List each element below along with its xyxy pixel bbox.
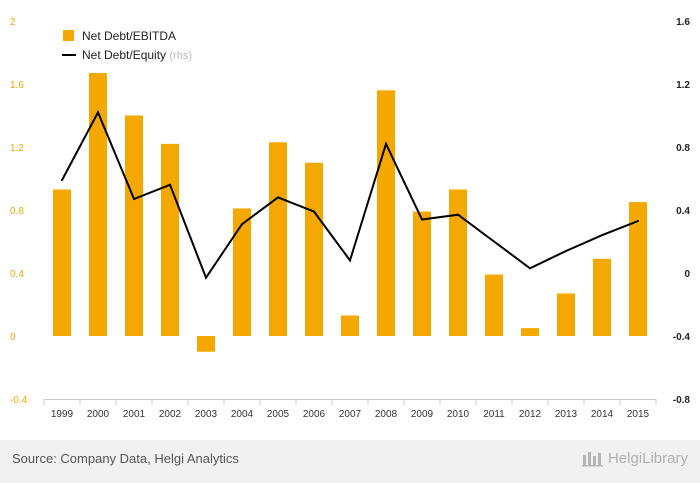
brand-logo: HelgiLibrary bbox=[581, 449, 688, 467]
right-tick-label: 0.4 bbox=[676, 206, 690, 217]
x-tick-label: 2005 bbox=[267, 409, 290, 420]
right-tick-label: 1.6 bbox=[676, 17, 690, 28]
bar-2007 bbox=[341, 315, 359, 336]
x-tick-label: 2002 bbox=[159, 409, 182, 420]
brand-name: HelgiLibrary bbox=[607, 449, 688, 467]
legend-label-net-debt-ebitda: Net Debt/EBITDA bbox=[82, 29, 176, 43]
line-point-2010 bbox=[457, 213, 459, 216]
x-tick-label: 2015 bbox=[627, 409, 650, 420]
x-tick-label: 2010 bbox=[447, 409, 470, 420]
net-debt-equity-line bbox=[61, 110, 639, 280]
left-tick-label: 0.8 bbox=[10, 206, 24, 217]
line-point-2006 bbox=[313, 210, 315, 213]
x-tick-label: 2003 bbox=[195, 409, 218, 420]
left-tick-label: -0.4 bbox=[10, 395, 28, 406]
bar-2013 bbox=[557, 293, 575, 336]
line-point-2014 bbox=[601, 234, 603, 237]
right-axis-ticks: -0.8 -0.4 0 0.4 0.8 1.2 1.6 bbox=[673, 17, 691, 406]
line-point-2015 bbox=[637, 220, 639, 223]
line-point-2012 bbox=[529, 267, 531, 270]
x-tick-label: 2006 bbox=[303, 409, 326, 420]
x-tick-label: 2001 bbox=[123, 409, 146, 420]
bar-1999 bbox=[53, 189, 71, 336]
bar-2000 bbox=[89, 72, 107, 336]
legend-label-net-debt-equity-name: Net Debt/Equity bbox=[82, 48, 166, 62]
left-tick-label: 1.2 bbox=[10, 143, 24, 154]
x-tick-label: 2012 bbox=[519, 409, 542, 420]
bar-series bbox=[53, 72, 647, 352]
bar-2012 bbox=[521, 328, 539, 336]
line-point-2008 bbox=[385, 142, 387, 145]
x-axis-ticks: 1999 2000 2001 2002 2003 2004 2005 2006 2007 2008… bbox=[43, 399, 657, 420]
line-point-2009 bbox=[421, 218, 423, 221]
left-tick-label: 2 bbox=[10, 17, 16, 28]
chart: -0.4 0 0.4 0.8 1.2 1.6 2 -0.8 -0.4 0 0.4 0.8 1.2 1.6… bbox=[10, 17, 691, 420]
x-tick-label: 2011 bbox=[483, 409, 505, 420]
line-point-2000 bbox=[97, 111, 99, 114]
line-point-2004 bbox=[241, 223, 243, 226]
right-tick-label: 1.2 bbox=[676, 80, 690, 91]
left-axis-ticks: -0.4 0 0.4 0.8 1.2 1.6 2 bbox=[10, 17, 28, 406]
bar-2015 bbox=[629, 202, 647, 336]
x-tick-label: 2007 bbox=[339, 409, 362, 420]
legend-label-net-debt-equity: Net Debt/Equity (rhs) bbox=[82, 48, 192, 62]
line-point-2011 bbox=[493, 240, 495, 243]
right-tick-label: 0 bbox=[684, 269, 690, 280]
left-tick-label: 0 bbox=[10, 332, 16, 343]
line-point-2007 bbox=[349, 259, 351, 262]
bar-2005 bbox=[269, 142, 287, 336]
x-tick-label: 2008 bbox=[375, 409, 398, 420]
bar-2004 bbox=[233, 208, 251, 336]
source-note: Source: Company Data, Helgi Analytics bbox=[12, 451, 239, 466]
bar-2009 bbox=[413, 211, 431, 336]
right-tick-label: 0.8 bbox=[676, 143, 690, 154]
line-point-2013 bbox=[565, 249, 567, 252]
bar-2001 bbox=[125, 115, 143, 336]
bar-2014 bbox=[593, 258, 611, 336]
x-tick-label: 1999 bbox=[51, 409, 74, 420]
footer: Source: Company Data, Helgi Analytics He… bbox=[0, 440, 700, 483]
line-point-1999 bbox=[61, 179, 63, 182]
legend-swatch-net-debt-ebitda bbox=[63, 30, 74, 41]
library-icon bbox=[581, 452, 603, 467]
bar-2011 bbox=[485, 274, 503, 336]
legend: Net Debt/EBITDA Net Debt/Equity (rhs) bbox=[62, 29, 192, 62]
bar-2002 bbox=[161, 143, 179, 336]
line-point-2005 bbox=[277, 196, 279, 199]
x-tick-label: 2014 bbox=[591, 409, 614, 420]
bar-2003 bbox=[197, 336, 215, 352]
bar-2008 bbox=[377, 90, 395, 336]
line-point-2003 bbox=[205, 276, 207, 279]
line-point-2002 bbox=[169, 183, 171, 186]
legend-label-rhs-suffix: (rhs) bbox=[169, 50, 192, 62]
line-point-2001 bbox=[133, 197, 135, 200]
x-tick-label: 2013 bbox=[555, 409, 578, 420]
bar-2010 bbox=[449, 189, 467, 336]
line-series bbox=[61, 110, 639, 280]
bar-2006 bbox=[305, 162, 323, 336]
right-tick-label: -0.4 bbox=[673, 332, 691, 343]
left-tick-label: 0.4 bbox=[10, 269, 24, 280]
right-tick-label: -0.8 bbox=[673, 395, 691, 406]
x-tick-label: 2000 bbox=[87, 409, 110, 420]
x-tick-label: 2009 bbox=[411, 409, 434, 420]
left-tick-label: 1.6 bbox=[10, 80, 24, 91]
x-tick-label: 2004 bbox=[231, 409, 254, 420]
